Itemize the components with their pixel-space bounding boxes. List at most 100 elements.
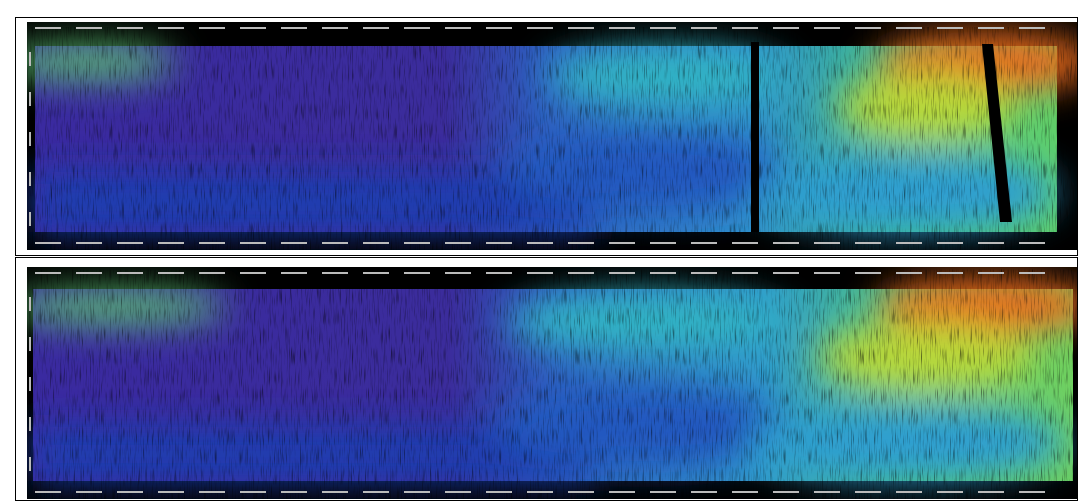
cloud-texture xyxy=(33,289,1073,481)
edge-tick xyxy=(404,272,430,274)
edge-tick xyxy=(158,491,184,493)
edge-tick xyxy=(76,27,102,29)
edge-tick xyxy=(363,242,389,244)
edge-tick xyxy=(486,272,512,274)
edge-tick xyxy=(527,272,553,274)
edge-tick xyxy=(29,92,31,106)
edge-tick xyxy=(814,242,840,244)
edge-tick xyxy=(76,272,102,274)
point-cloud-view xyxy=(27,22,1077,250)
edge-tick xyxy=(29,377,31,391)
edge-tick xyxy=(445,491,471,493)
cloud-texture xyxy=(35,46,1057,232)
edge-tick xyxy=(650,272,676,274)
edge-tick xyxy=(650,242,676,244)
edge-tick xyxy=(76,491,102,493)
edge-tick xyxy=(896,272,922,274)
edge-tick xyxy=(937,27,963,29)
edge-tick xyxy=(732,272,758,274)
edge-tick xyxy=(568,272,594,274)
edge-tick xyxy=(896,242,922,244)
edge-tick xyxy=(568,242,594,244)
edge-tick xyxy=(281,27,307,29)
edge-tick xyxy=(158,272,184,274)
edge-tick xyxy=(240,491,266,493)
edge-tick xyxy=(855,491,881,493)
edge-tick xyxy=(732,27,758,29)
edge-tick xyxy=(199,242,225,244)
edge-tick xyxy=(29,52,31,66)
edge-tick xyxy=(732,242,758,244)
edge-tick xyxy=(527,27,553,29)
edge-tick xyxy=(691,27,717,29)
edge-tick xyxy=(240,272,266,274)
edge-tick xyxy=(404,242,430,244)
edge-tick xyxy=(937,272,963,274)
point-cloud-view xyxy=(27,267,1077,499)
gap xyxy=(982,44,1012,222)
edge-tick xyxy=(404,27,430,29)
edge-tick xyxy=(773,242,799,244)
edge-tick xyxy=(896,27,922,29)
edge-tick xyxy=(650,27,676,29)
edge-tick xyxy=(691,491,717,493)
edge-tick xyxy=(855,242,881,244)
edge-tick xyxy=(978,242,1004,244)
edge-tick xyxy=(445,27,471,29)
edge-tick xyxy=(978,491,1004,493)
edge-tick xyxy=(240,27,266,29)
edge-tick xyxy=(29,212,31,226)
edge-tick xyxy=(322,242,348,244)
edge-tick xyxy=(29,297,31,311)
edge-tick xyxy=(29,132,31,146)
edge-tick xyxy=(322,27,348,29)
edge-tick xyxy=(814,27,840,29)
edge-tick xyxy=(117,272,143,274)
edge-tick xyxy=(814,491,840,493)
edge-tick xyxy=(527,491,553,493)
edge-tick xyxy=(281,491,307,493)
edge-tick xyxy=(363,491,389,493)
edge-tick xyxy=(1019,27,1045,29)
edge-tick xyxy=(281,272,307,274)
edge-tick xyxy=(814,272,840,274)
edge-tick xyxy=(281,242,307,244)
edge-tick xyxy=(773,27,799,29)
edge-tick xyxy=(486,491,512,493)
edge-tick xyxy=(29,337,31,351)
edge-tick xyxy=(609,242,635,244)
edge-tick xyxy=(773,272,799,274)
edge-tick xyxy=(117,242,143,244)
edge-tick xyxy=(568,27,594,29)
edge-tick xyxy=(937,491,963,493)
edge-tick xyxy=(29,457,31,471)
edge-tick xyxy=(445,272,471,274)
edge-tick xyxy=(691,242,717,244)
edge-tick xyxy=(322,272,348,274)
edge-tick xyxy=(445,242,471,244)
edge-tick xyxy=(527,242,553,244)
edge-tick xyxy=(404,491,430,493)
edge-tick xyxy=(609,27,635,29)
edge-tick xyxy=(1019,491,1045,493)
edge-tick xyxy=(322,491,348,493)
edge-tick xyxy=(363,272,389,274)
edge-tick xyxy=(978,27,1004,29)
edge-tick xyxy=(896,491,922,493)
gap xyxy=(751,42,759,232)
edge-tick xyxy=(773,491,799,493)
edge-tick xyxy=(199,272,225,274)
edge-tick xyxy=(691,272,717,274)
edge-tick xyxy=(568,491,594,493)
edge-tick xyxy=(117,27,143,29)
edge-tick xyxy=(76,242,102,244)
edge-tick xyxy=(855,272,881,274)
edge-tick xyxy=(486,27,512,29)
edge-tick xyxy=(158,242,184,244)
edge-tick xyxy=(978,272,1004,274)
edge-tick xyxy=(35,491,61,493)
edge-tick xyxy=(117,491,143,493)
edge-tick xyxy=(240,242,266,244)
edge-tick xyxy=(35,272,61,274)
